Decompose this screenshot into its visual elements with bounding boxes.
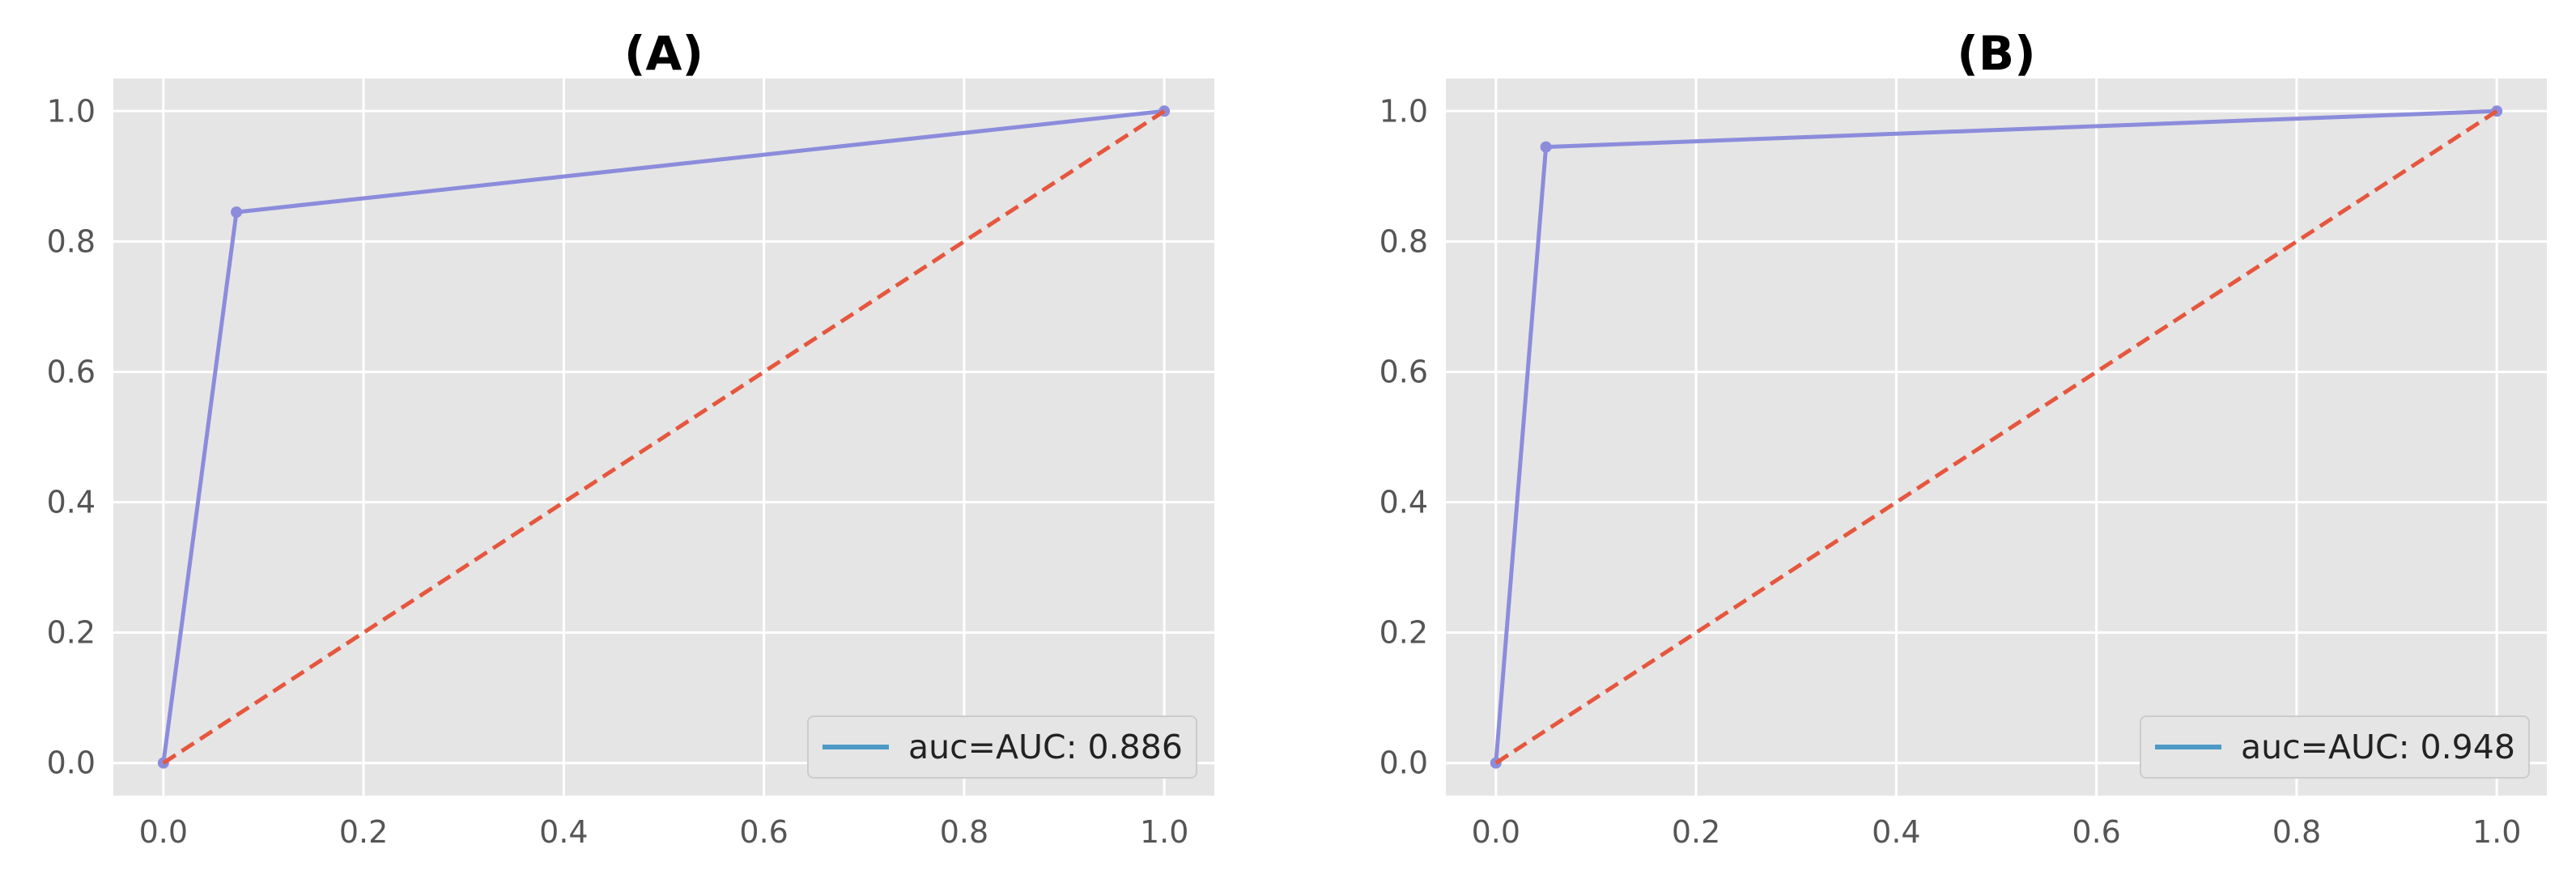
- x-tick-label: 0.2: [339, 814, 388, 850]
- x-tick-label: 0.2: [1672, 814, 1720, 850]
- chart-panel-b: 0.0 0.2 0.4 0.6 0.8 1.0 0.0 0.2 0.4 0.6 0.8 1.0 (B) a…: [1379, 26, 2547, 850]
- legend: auc=AUC: 0.886: [807, 715, 1197, 779]
- x-tick-label: 0.0: [1472, 814, 1520, 850]
- chart-panel-a: 0.0 0.2 0.4 0.6 0.8 1.0 0.0 0.2 0.4 0.6 0.8 1.0 (A) a…: [47, 26, 1214, 850]
- y-tick-label: 0.0: [1379, 745, 1428, 781]
- legend-box: [807, 715, 1197, 779]
- x-tick-label: 0.4: [539, 814, 588, 850]
- chart-title: (A): [624, 26, 704, 81]
- legend-box: [2140, 715, 2530, 779]
- y-tick-label: 0.6: [1379, 354, 1428, 389]
- x-tick-label: 1.0: [2472, 814, 2521, 850]
- x-tick-label: 1.0: [1140, 814, 1188, 850]
- x-tick-label: 0.8: [2272, 814, 2321, 850]
- legend-label: auc=AUC: 0.948: [2241, 728, 2515, 766]
- y-tick-label: 0.0: [47, 745, 96, 781]
- roc-curve-point: [1540, 141, 1552, 153]
- y-tick-label: 0.2: [47, 615, 96, 651]
- x-tick-label: 0.6: [739, 814, 788, 850]
- legend: auc=AUC: 0.948: [2140, 715, 2530, 779]
- y-tick-label: 0.6: [47, 354, 96, 389]
- chance-diagonal-line: [1494, 109, 2498, 765]
- legend-label: auc=AUC: 0.886: [908, 728, 1183, 766]
- y-tick-label: 0.8: [47, 223, 96, 259]
- y-tick-label: 0.4: [47, 485, 96, 520]
- y-tick-label: 0.2: [1379, 615, 1428, 651]
- y-tick-label: 1.0: [47, 93, 96, 129]
- chance-diagonal-line: [162, 109, 1166, 765]
- y-tick-label: 0.8: [1379, 223, 1428, 259]
- y-tick-label: 0.4: [1379, 485, 1428, 520]
- x-tick-label: 0.4: [1872, 814, 1920, 850]
- y-tick-label: 1.0: [1379, 93, 1428, 129]
- roc-curve-point: [231, 206, 243, 219]
- x-tick-label: 0.8: [940, 814, 988, 850]
- x-tick-label: 0.6: [2072, 814, 2120, 850]
- chart-title: (B): [1957, 26, 2035, 81]
- x-tick-label: 0.0: [139, 814, 188, 850]
